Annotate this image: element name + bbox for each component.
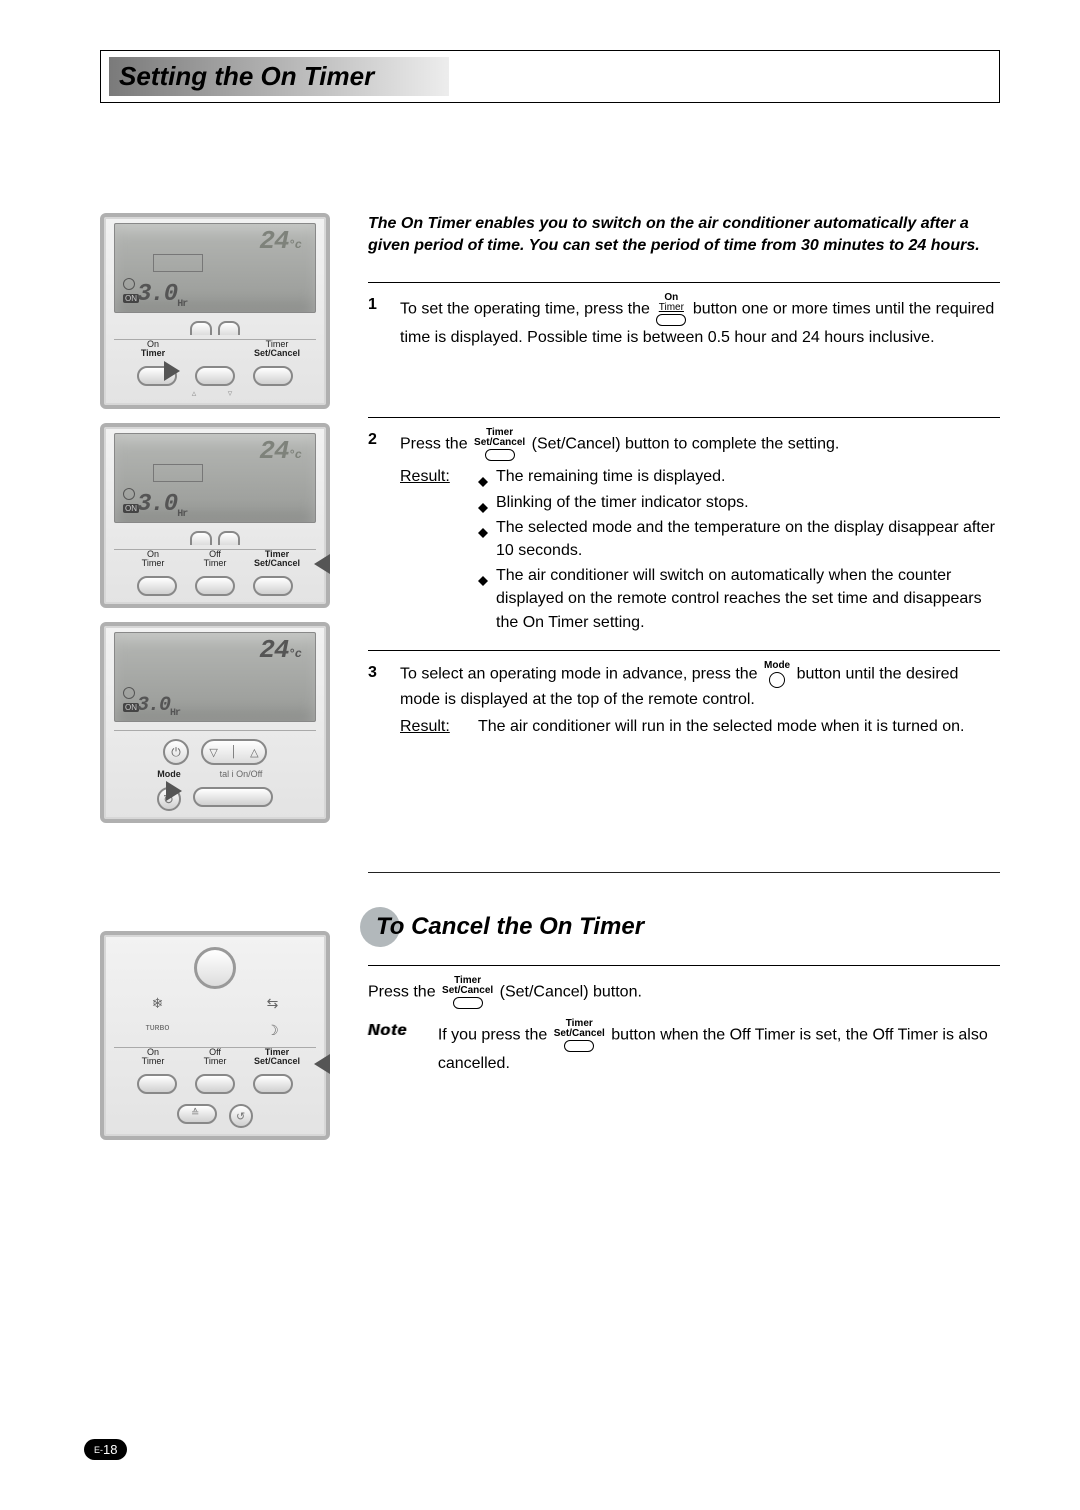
note-label: Note bbox=[368, 1019, 422, 1075]
step-2: 2 Press the TimerSet/Cancel (Set/Cancel)… bbox=[368, 428, 1000, 635]
off-timer-button bbox=[195, 366, 235, 386]
step-number: 3 bbox=[368, 661, 382, 738]
clock-icon bbox=[123, 687, 135, 699]
step-number: 1 bbox=[368, 293, 382, 349]
button-row bbox=[114, 366, 316, 386]
extra-button: ≙ bbox=[177, 1104, 217, 1124]
button-row: ↻ bbox=[114, 787, 316, 811]
lcd-hours: 3.0Hr bbox=[137, 694, 180, 719]
remote-lcd: 24°c ON 3.0Hr bbox=[114, 223, 316, 313]
mode-button-icon: Mode bbox=[764, 661, 790, 688]
set-cancel-button-icon: TimerSet/Cancel bbox=[554, 1019, 605, 1052]
set-cancel-button-icon: TimerSet/Cancel bbox=[474, 428, 525, 461]
clock-icon bbox=[123, 278, 135, 290]
remote-illustration-1: 24°c ON 3.0Hr OnTimer TimerSet/Cance bbox=[100, 213, 330, 409]
set-cancel-button bbox=[253, 366, 293, 386]
set-cancel-button bbox=[253, 576, 293, 596]
divider bbox=[368, 650, 1000, 651]
swap-icon: ⇆ bbox=[267, 995, 279, 1012]
button-labels: OnTimer TimerSet/Cancel bbox=[114, 340, 316, 358]
lcd-temperature: 24°c bbox=[259, 436, 301, 466]
top-dial bbox=[194, 947, 236, 989]
divider bbox=[368, 965, 1000, 966]
lcd-inner-frame bbox=[153, 254, 203, 272]
off-timer-button bbox=[195, 576, 235, 596]
on-timer-button bbox=[137, 576, 177, 596]
pointer-arrow-icon bbox=[314, 554, 330, 574]
step-text: To set the operating time, press the OnT… bbox=[400, 293, 1000, 349]
divider bbox=[368, 872, 1000, 873]
divider bbox=[368, 282, 1000, 283]
button-row bbox=[114, 1074, 316, 1094]
on-timer-button bbox=[137, 1074, 177, 1094]
sleep-icon: ☽ bbox=[266, 1022, 279, 1039]
result-label: Result: bbox=[400, 465, 464, 635]
cancel-instruction: Press the TimerSet/Cancel (Set/Cancel) b… bbox=[368, 976, 1000, 1009]
lcd-hours: 3.0Hr bbox=[137, 491, 187, 520]
remote-illustrations: 24°c ON 3.0Hr OnTimer TimerSet/Cance bbox=[100, 213, 330, 1140]
snowflake-icon: ❄ bbox=[152, 995, 164, 1012]
page-title-box: Setting the On Timer bbox=[100, 50, 1000, 103]
diamond-bullet-icon bbox=[478, 523, 488, 533]
clock-icon bbox=[123, 488, 135, 500]
small-tabs bbox=[114, 321, 316, 335]
set-cancel-button bbox=[253, 1074, 293, 1094]
small-tabs bbox=[114, 531, 316, 545]
step-text: To select an operating mode in advance, … bbox=[400, 661, 1000, 738]
remote-lcd: 24°c ON 3.0Hr bbox=[114, 632, 316, 722]
intro-paragraph: The On Timer enables you to switch on th… bbox=[368, 213, 1000, 256]
control-row: ⏻ ▽│△ bbox=[114, 739, 316, 765]
lcd-temperature: 24°c bbox=[259, 635, 301, 665]
lcd-hours: 3.0Hr bbox=[137, 281, 187, 310]
result-text: The air conditioner will run in the sele… bbox=[478, 715, 1000, 738]
bottom-row: ≙ ↺ bbox=[114, 1104, 316, 1128]
result-bullets: The remaining time is displayed. Blinkin… bbox=[478, 465, 1000, 635]
decoration: ▵ ▿ bbox=[114, 388, 316, 399]
on-timer-button-icon: OnTimer bbox=[656, 293, 686, 326]
turbo-icon: ᴛᴜʀʙᴏ bbox=[146, 1022, 170, 1039]
page-title: Setting the On Timer bbox=[119, 61, 374, 91]
remote-lcd: 24°c ON 3.0Hr bbox=[114, 433, 316, 523]
cancel-heading: To Cancel the On Timer bbox=[368, 913, 1000, 941]
step-number: 2 bbox=[368, 428, 382, 635]
result-label: Result: bbox=[400, 715, 464, 738]
button-labels: OnTimer OffTimer TimerSet/Cancel bbox=[114, 550, 316, 568]
set-cancel-button-icon: TimerSet/Cancel bbox=[442, 976, 493, 1009]
divider bbox=[368, 417, 1000, 418]
remote-illustration-4: ❄ ⇆ ᴛᴜʀʙᴏ ☽ OnTimer OffTimer TimerSet/Ca… bbox=[100, 931, 330, 1140]
button-labels: OnTimer OffTimer TimerSet/Cancel bbox=[114, 1048, 316, 1066]
lcd-temperature: 24°c bbox=[259, 226, 301, 256]
mode-icons: ❄ ⇆ ᴛᴜʀʙᴏ ☽ bbox=[114, 995, 316, 1039]
button-row bbox=[114, 576, 316, 596]
page-title-bar: Setting the On Timer bbox=[109, 57, 449, 96]
diamond-bullet-icon bbox=[478, 571, 488, 581]
extra-round-button: ↺ bbox=[229, 1104, 253, 1128]
pointer-arrow-icon bbox=[314, 1054, 330, 1074]
diamond-bullet-icon bbox=[478, 498, 488, 508]
off-timer-button bbox=[195, 1074, 235, 1094]
remote-illustration-2: 24°c ON 3.0Hr OnTimer OffTimer TimerS bbox=[100, 423, 330, 608]
temp-updown: ▽│△ bbox=[201, 739, 267, 765]
step-text: Press the TimerSet/Cancel (Set/Cancel) b… bbox=[400, 428, 1000, 635]
power-button: ⏻ bbox=[163, 739, 189, 765]
page-number: E-18 bbox=[84, 1439, 127, 1460]
lcd-inner-frame bbox=[153, 464, 203, 482]
diamond-bullet-icon bbox=[478, 472, 488, 482]
cancel-note: Note If you press the TimerSet/Cancel bu… bbox=[368, 1019, 1000, 1075]
step-1: 1 To set the operating time, press the O… bbox=[368, 293, 1000, 349]
control-labels: Mode tal i On/Off bbox=[114, 769, 316, 779]
pointer-arrow-icon bbox=[166, 781, 182, 801]
pointer-arrow-icon bbox=[164, 361, 180, 381]
remote-illustration-3: 24°c ON 3.0Hr ⏻ ▽│△ Mode tal i On/Off bbox=[100, 622, 330, 823]
digital-onoff-button bbox=[193, 787, 273, 807]
step-3: 3 To select an operating mode in advance… bbox=[368, 661, 1000, 738]
